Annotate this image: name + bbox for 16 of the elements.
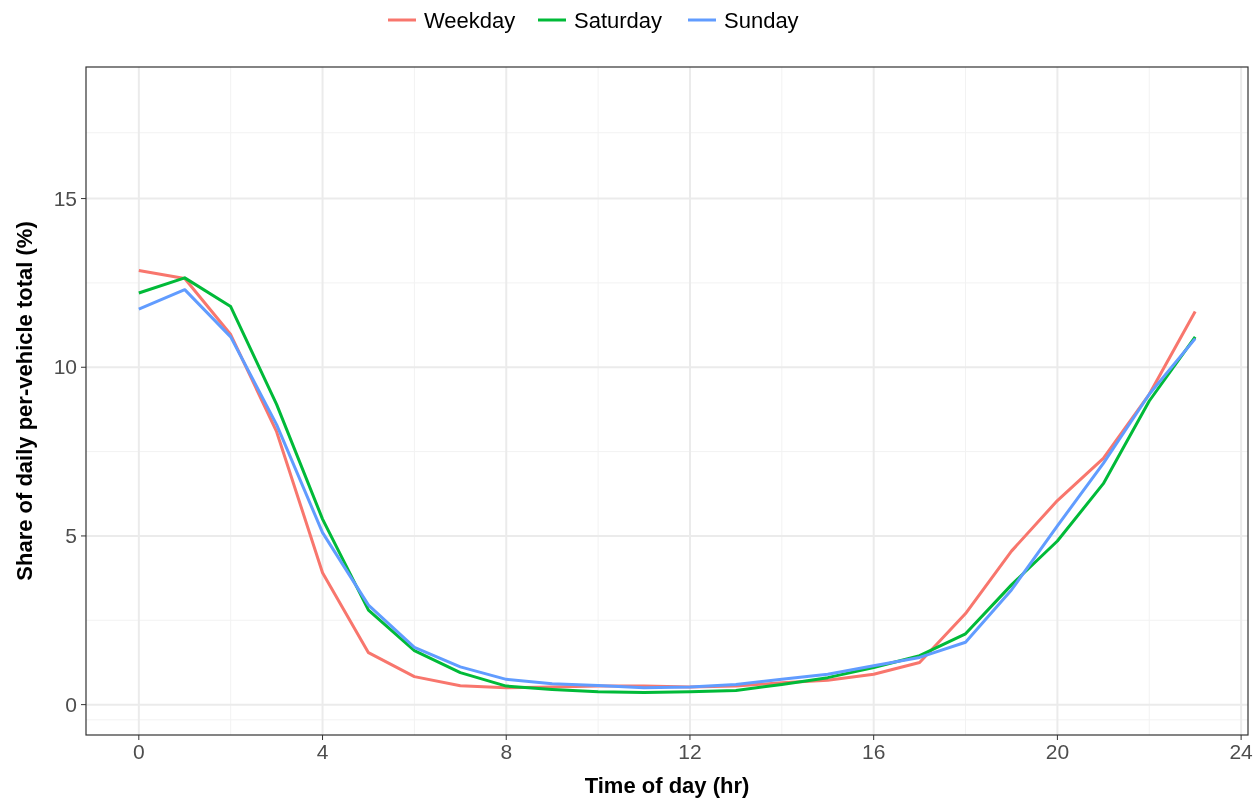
y-axis-title: Share of daily per-vehicle total (%) <box>12 221 37 581</box>
x-tick-label: 4 <box>316 740 329 763</box>
y-tick-label: 0 <box>65 692 77 716</box>
x-tick-label: 16 <box>862 740 886 763</box>
y-tick-label: 15 <box>53 186 77 210</box>
y-tick-label: 5 <box>65 523 77 547</box>
legend-label: Saturday <box>574 8 663 33</box>
x-tick-label: 20 <box>1045 740 1070 763</box>
x-tick-label: 8 <box>500 740 513 763</box>
x-tick-label: 0 <box>132 740 145 763</box>
legend-label: Sunday <box>724 8 799 33</box>
x-axis-title: Time of day (hr) <box>584 773 750 798</box>
legend-label: Weekday <box>424 8 516 33</box>
x-tick-label: 24 <box>1229 740 1254 763</box>
x-tick-label: 12 <box>678 740 702 763</box>
y-tick-label: 10 <box>53 355 77 379</box>
